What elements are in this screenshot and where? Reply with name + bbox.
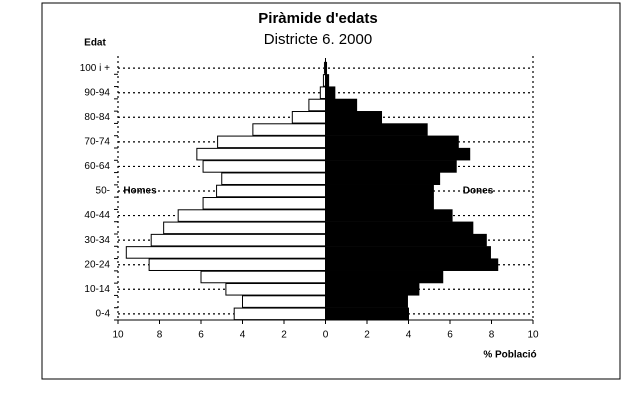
x-tick-label: 8 — [489, 330, 495, 341]
bar — [325, 221, 474, 235]
bar — [291, 111, 326, 124]
x-tick-label: 6 — [447, 330, 453, 341]
y-tick-label: 70-74 — [84, 136, 110, 147]
x-tick-label: 2 — [281, 330, 287, 341]
chart-title: Piràmide d'edats — [258, 10, 377, 27]
y-tick-label: 20-24 — [84, 259, 110, 270]
bar — [325, 86, 336, 99]
legend-label: Homes — [123, 186, 157, 197]
bar — [325, 184, 434, 198]
x-tick-label: 10 — [112, 330, 124, 341]
bar — [325, 111, 383, 124]
bar — [308, 98, 326, 112]
bar — [325, 123, 428, 136]
bar — [148, 258, 326, 271]
y-tick-label: 100 i + — [80, 63, 110, 74]
bar — [325, 197, 434, 210]
bar — [196, 147, 326, 161]
bar — [202, 160, 326, 173]
bar — [325, 258, 499, 271]
x-tick-label: 4 — [240, 330, 246, 341]
bar — [325, 172, 441, 185]
y-tick-label: 40-44 — [84, 210, 110, 221]
y-tick-label: 90-94 — [84, 87, 110, 98]
x-tick-label: 10 — [527, 330, 539, 341]
bar — [325, 147, 471, 161]
x-tick-label: 6 — [198, 330, 204, 341]
bar — [125, 246, 326, 259]
bar — [217, 135, 327, 149]
bar — [319, 86, 326, 99]
x-tick-label: 4 — [406, 330, 412, 341]
bar — [325, 98, 358, 112]
x-tick-label: 8 — [157, 330, 163, 341]
bar — [221, 172, 326, 185]
bar — [202, 197, 326, 210]
bar — [200, 270, 326, 284]
y-tick-label: 10-14 — [84, 284, 110, 295]
x-tick-label: 0 — [323, 330, 329, 341]
bar — [225, 283, 326, 296]
y-tick-label: 0-4 — [96, 308, 111, 319]
bar — [150, 233, 326, 247]
bar — [177, 209, 326, 222]
bar — [325, 270, 444, 284]
bar — [252, 123, 326, 136]
bar — [163, 221, 326, 235]
bar — [325, 233, 487, 247]
bar — [325, 209, 453, 222]
y-tick-label: 30-34 — [84, 235, 110, 246]
bar — [325, 295, 408, 308]
y-axis-label: Edat — [84, 38, 106, 49]
bar — [325, 246, 491, 259]
y-tick-label: 60-64 — [84, 161, 110, 172]
bar — [325, 307, 409, 321]
y-tick-label: 50- — [96, 186, 110, 197]
x-axis-label: % Població — [483, 350, 536, 361]
bar — [242, 295, 326, 308]
chart-subtitle: Districte 6. 2000 — [264, 31, 372, 48]
bar — [325, 283, 420, 296]
bar — [216, 184, 326, 198]
y-tick-label: 80-84 — [84, 112, 110, 123]
x-tick-label: 2 — [364, 330, 370, 341]
bar — [325, 160, 457, 173]
bar — [325, 135, 459, 149]
bar — [233, 307, 326, 321]
